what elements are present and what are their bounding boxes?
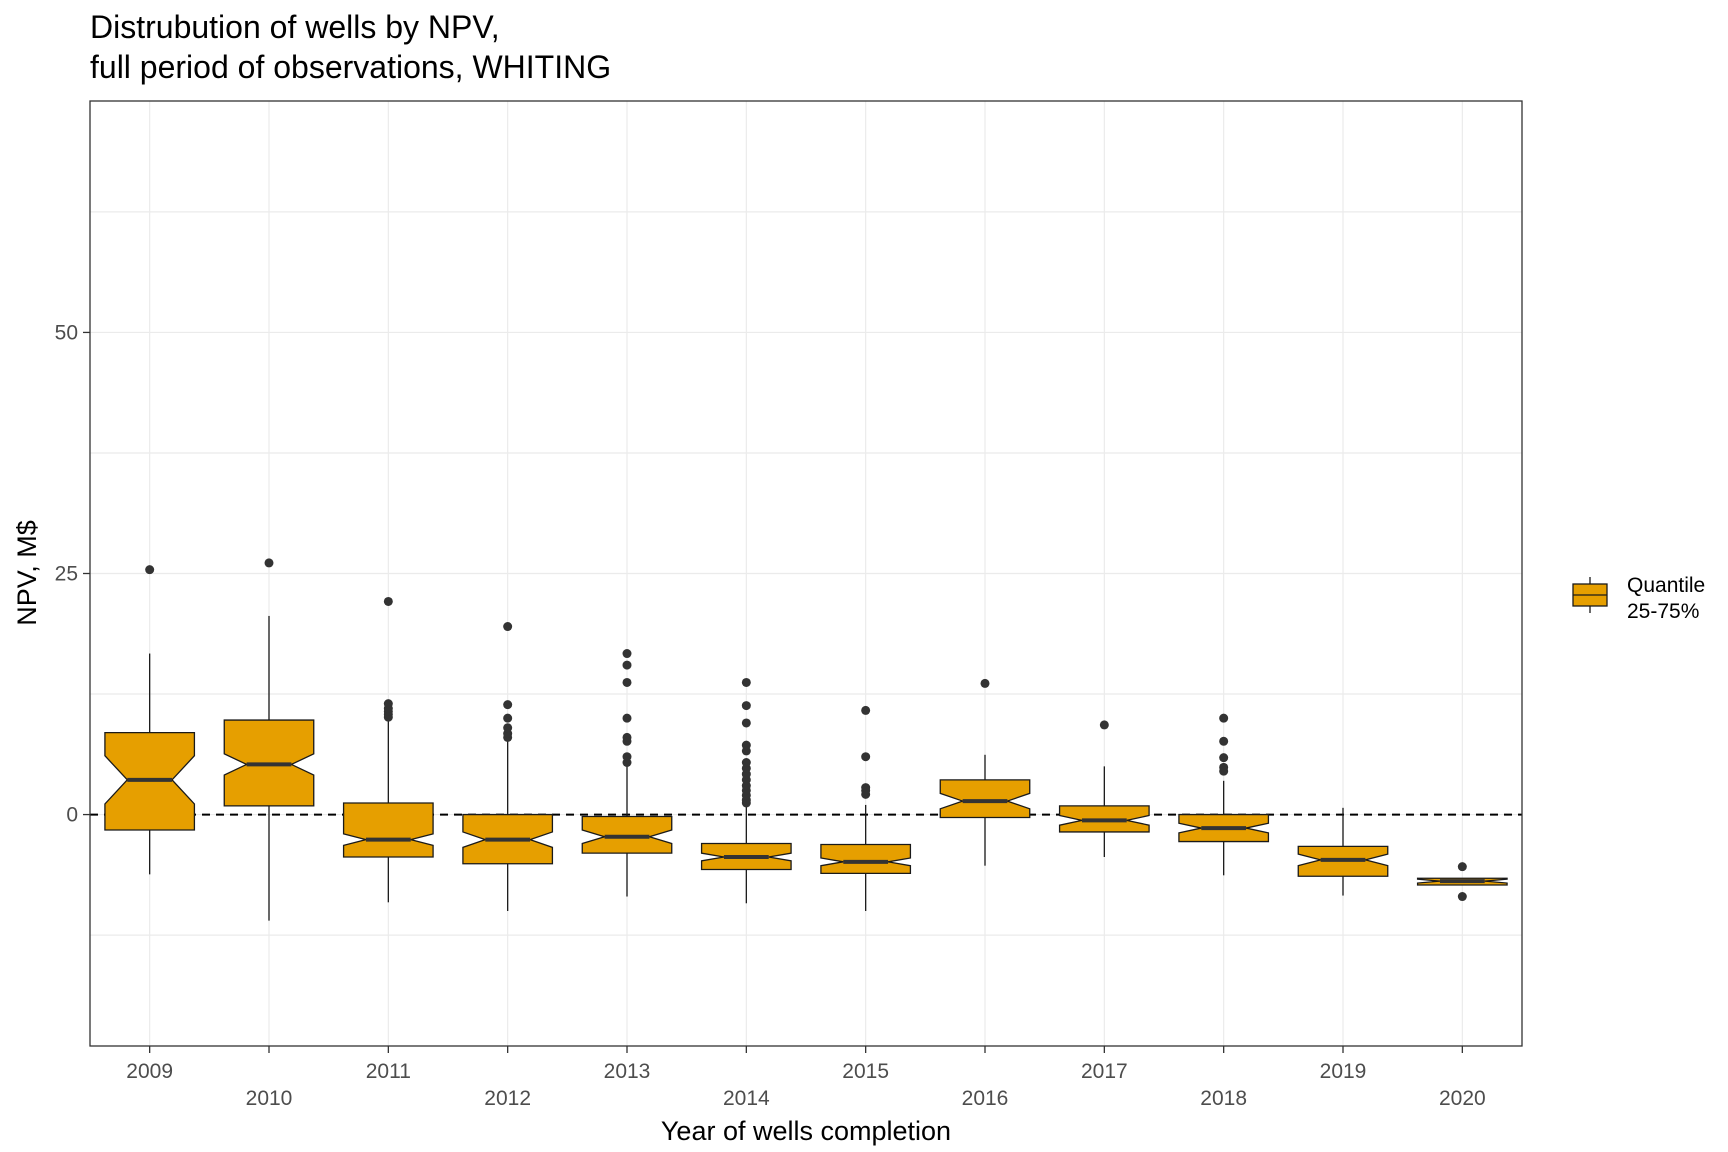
- x-tick-label-2016: 2016: [962, 1087, 1009, 1110]
- box-2017: [1058, 720, 1150, 857]
- x-tick-label-2009: 2009: [126, 1060, 173, 1083]
- box-2013: [581, 649, 673, 897]
- outlier-point: [741, 718, 751, 728]
- outlier-point: [622, 649, 632, 659]
- outlier-point: [145, 565, 155, 575]
- outlier-point: [383, 699, 393, 709]
- legend: Quantile 25-75%: [1572, 574, 1705, 623]
- outlier-point: [1219, 762, 1229, 772]
- y-axis-title: NPV, M$: [12, 520, 42, 626]
- box-2010: [223, 558, 315, 921]
- outlier-point: [741, 740, 751, 750]
- box-2009: [104, 565, 196, 875]
- x-tick-label-2010: 2010: [246, 1087, 293, 1110]
- box-2019: [1297, 807, 1389, 896]
- outlier-point: [622, 713, 632, 723]
- outlier-point: [264, 558, 274, 568]
- axis-ticks: 0 25 50 2009 2010 2011 2012 2013 2014 2015 2016 201…: [55, 321, 1486, 1110]
- outlier-point: [383, 596, 393, 606]
- outlier-point: [1219, 753, 1229, 763]
- chart-title-line-1: Distrubution of wells by NPV,: [90, 9, 500, 45]
- outlier-point: [622, 752, 632, 762]
- outlier-point: [861, 783, 871, 793]
- box-2015: [820, 705, 912, 911]
- outlier-point: [503, 700, 513, 710]
- outlier-point: [622, 732, 632, 742]
- x-tick-label-2017: 2017: [1081, 1060, 1128, 1083]
- outlier-point: [1219, 736, 1229, 746]
- outlier-point: [741, 758, 751, 767]
- outlier-point: [622, 660, 632, 670]
- x-axis-title: Year of wells completion: [661, 1116, 951, 1146]
- box-2018: [1178, 713, 1270, 876]
- outlier-point: [861, 752, 871, 762]
- chart-title-line-2: full period of observations, WHITING: [90, 49, 611, 85]
- outlier-point: [1457, 862, 1467, 872]
- outlier-point: [1219, 713, 1229, 723]
- outlier-point: [1457, 892, 1467, 902]
- box-2014: [700, 677, 792, 904]
- y-tick-label: 50: [55, 321, 78, 344]
- x-tick-label-2019: 2019: [1320, 1060, 1367, 1083]
- y-tick-label: 0: [66, 804, 78, 827]
- x-tick-label-2013: 2013: [604, 1060, 651, 1083]
- outlier-point: [503, 723, 513, 733]
- notched-box: [820, 843, 912, 875]
- x-tick-label-2011: 2011: [366, 1060, 411, 1083]
- x-tick-label-2020: 2020: [1439, 1087, 1486, 1110]
- outlier-point: [1099, 720, 1109, 730]
- x-tick-label-2015: 2015: [842, 1060, 889, 1083]
- outlier-point: [861, 705, 871, 715]
- outlier-point: [503, 713, 513, 723]
- y-tick-label: 25: [55, 563, 78, 586]
- legend-label-line-1: Quantile: [1627, 574, 1705, 597]
- plot-grid: [90, 101, 1522, 1046]
- box-2020: [1416, 862, 1508, 902]
- box-2011: [342, 596, 434, 903]
- legend-label-line-2: 25-75%: [1627, 600, 1699, 623]
- outlier-point: [622, 677, 632, 687]
- x-tick-label-2018: 2018: [1200, 1087, 1247, 1110]
- boxplot-series: [104, 558, 1508, 921]
- box-2012: [462, 622, 554, 911]
- x-tick-label-2014: 2014: [723, 1087, 770, 1110]
- outlier-point: [503, 622, 513, 632]
- outlier-point: [741, 677, 751, 687]
- box-2016: [939, 678, 1031, 866]
- notched-box: [939, 779, 1031, 819]
- x-tick-label-2012: 2012: [484, 1087, 531, 1110]
- notched-box: [342, 802, 434, 858]
- outlier-point: [741, 701, 751, 711]
- outlier-point: [980, 678, 990, 688]
